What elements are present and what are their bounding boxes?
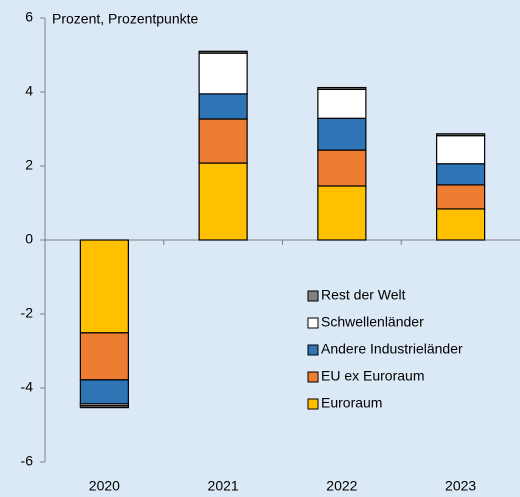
bar-segment: [79, 332, 129, 381]
y-tick-label: -6: [21, 453, 34, 469]
x-tick-label: 2023: [445, 478, 476, 494]
bar-segment: [317, 86, 367, 91]
y-tick-label: 0: [25, 231, 33, 247]
legend-label: EU ex Euroraum: [321, 368, 424, 384]
y-tick-label: 2: [25, 157, 33, 173]
bar-segment: [198, 93, 248, 120]
bar-segment: [198, 52, 248, 95]
chart-subtitle: Prozent, Prozentpunkte: [52, 11, 199, 27]
legend-label: Rest der Welt: [321, 287, 406, 303]
legend-swatch: [307, 344, 319, 356]
legend-label: Euroraum: [321, 395, 382, 411]
bar-segment: [317, 185, 367, 241]
legend-swatch: [307, 371, 319, 383]
bar-segment: [198, 118, 248, 164]
bar-segment: [317, 88, 367, 119]
y-tick-label: 6: [25, 9, 33, 25]
legend-label: Andere Industrieländer: [321, 341, 463, 357]
bar-segment: [317, 149, 367, 187]
bar-segment: [317, 117, 367, 151]
bar-segment: [198, 162, 248, 241]
y-tick-label: 4: [25, 83, 33, 99]
x-tick-label: 2021: [208, 478, 239, 494]
legend-swatch: [307, 317, 319, 329]
bar-segment: [79, 405, 129, 409]
x-tick-label: 2022: [326, 478, 357, 494]
bar-segment: [198, 50, 248, 54]
x-tick-label: 2020: [89, 478, 120, 494]
y-tick-label: -2: [21, 305, 34, 321]
y-tick-label: -4: [21, 379, 34, 395]
bar-segment: [436, 133, 486, 137]
bar-segment: [436, 163, 486, 186]
bar-segment: [436, 184, 486, 210]
legend-label: Schwellenländer: [321, 314, 424, 330]
bar-segment: [436, 135, 486, 165]
legend-swatch: [307, 398, 319, 410]
bar-segment: [79, 239, 129, 334]
legend-swatch: [307, 290, 319, 302]
bar-segment: [79, 379, 129, 405]
bar-segment: [436, 208, 486, 241]
